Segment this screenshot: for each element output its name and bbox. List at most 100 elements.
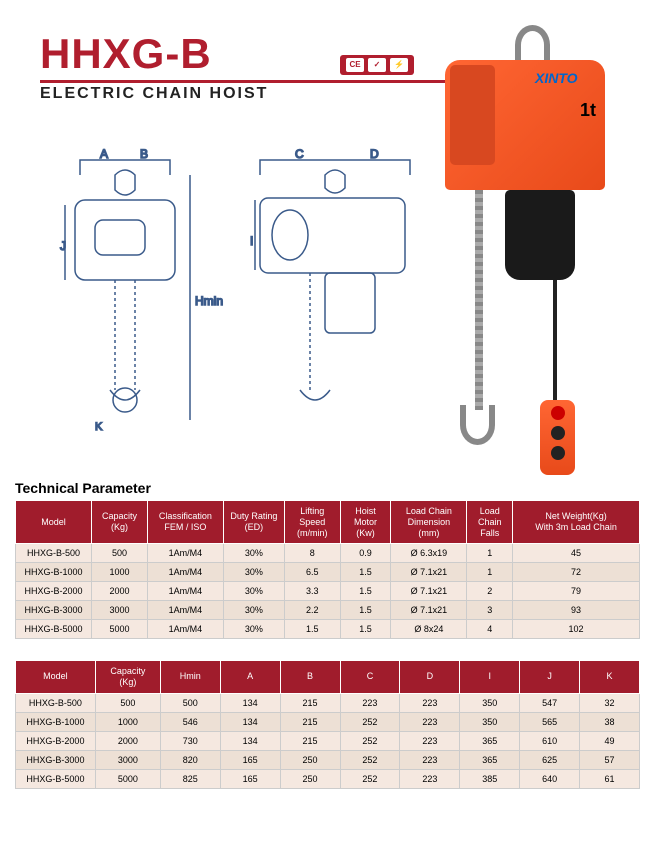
table-cell: 223: [400, 731, 460, 750]
table-cell: 223: [340, 693, 400, 712]
svg-text:K: K: [95, 421, 103, 433]
table-cell: 165: [220, 769, 280, 788]
stop-button: [551, 406, 565, 420]
col-header: Model: [16, 661, 96, 694]
table-cell: 215: [280, 693, 340, 712]
svg-text:D: D: [370, 147, 379, 161]
table-cell: 1000: [95, 712, 160, 731]
table-cell: 223: [400, 769, 460, 788]
table-cell: 2.2: [284, 601, 340, 620]
table-cell: 1.5: [340, 601, 391, 620]
table-cell: 134: [220, 731, 280, 750]
control-pendant: [540, 400, 575, 475]
table-cell: 1000: [92, 563, 148, 582]
table-cell: 365: [460, 731, 520, 750]
table-cell: 1Am/M4: [147, 544, 223, 563]
table-cell: 45: [513, 544, 640, 563]
table-cell: 610: [520, 731, 580, 750]
svg-text:B: B: [140, 147, 148, 161]
table-cell: 223: [400, 750, 460, 769]
table-cell: 3000: [92, 601, 148, 620]
table-cell: 134: [220, 693, 280, 712]
col-header: D: [400, 661, 460, 694]
table-cell: 215: [280, 731, 340, 750]
table-cell: 93: [513, 601, 640, 620]
table-cell: 385: [460, 769, 520, 788]
table-cell: 250: [280, 750, 340, 769]
table-cell: HHXG-B-2000: [16, 731, 96, 750]
table-cell: Ø 7.1x21: [391, 563, 467, 582]
table-cell: Ø 6.3x19: [391, 544, 467, 563]
table-row: HHXG-B-100010001Am/M430%6.51.5Ø 7.1x2117…: [16, 563, 640, 582]
table-cell: HHXG-B-1000: [16, 563, 92, 582]
table-cell: HHXG-B-5000: [16, 769, 96, 788]
table-cell: 72: [513, 563, 640, 582]
col-header: Duty Rating(ED): [223, 501, 284, 544]
table-cell: Ø 7.1x21: [391, 582, 467, 601]
table-cell: 500: [92, 544, 148, 563]
col-header: Capacity(Kg): [95, 661, 160, 694]
table-cell: 5000: [92, 620, 148, 639]
table-cell: 134: [220, 712, 280, 731]
section-title: Technical Parameter: [15, 480, 151, 496]
table-cell: 2000: [92, 582, 148, 601]
col-header: Load ChainDimension(mm): [391, 501, 467, 544]
table-row: HHXG-B-1000100054613421525222335056538: [16, 712, 640, 731]
table-cell: 102: [513, 620, 640, 639]
table-cell: 546: [160, 712, 220, 731]
table-cell: HHXG-B-500: [16, 544, 92, 563]
table-cell: 57: [580, 750, 640, 769]
svg-text:C: C: [295, 147, 304, 161]
table-cell: 30%: [223, 620, 284, 639]
table-cell: 1.5: [340, 582, 391, 601]
col-header: J: [520, 661, 580, 694]
col-header: ClassificationFEM / ISO: [147, 501, 223, 544]
col-header: B: [280, 661, 340, 694]
table-cell: HHXG-B-5000: [16, 620, 92, 639]
col-header: Capacity(Kg): [92, 501, 148, 544]
table-cell: 252: [340, 769, 400, 788]
table-cell: 1.5: [284, 620, 340, 639]
table-cell: 49: [580, 731, 640, 750]
capacity-label: 1t: [580, 100, 596, 121]
svg-text:A: A: [100, 147, 108, 161]
table-cell: 365: [460, 750, 520, 769]
svg-text:I: I: [250, 234, 253, 248]
col-header: K: [580, 661, 640, 694]
table-cell: 0.9: [340, 544, 391, 563]
col-header: Net Weight(Kg)With 3m Load Chain: [513, 501, 640, 544]
table-row: HHXG-B-500050001Am/M430%1.51.5Ø 8x244102: [16, 620, 640, 639]
cert-badges: CE ✓ ⚡: [340, 55, 414, 75]
table-cell: 730: [160, 731, 220, 750]
technical-diagrams: A B J K Hmin C D I: [40, 130, 420, 450]
brand-label: XINTO: [535, 70, 578, 86]
table-cell: 38: [580, 712, 640, 731]
table-cell: 3.3: [284, 582, 340, 601]
product-image: XINTO 1t: [405, 20, 635, 460]
table-row: HHXG-B-300030001Am/M430%2.21.5Ø 7.1x2139…: [16, 601, 640, 620]
table-cell: HHXG-B-1000: [16, 712, 96, 731]
col-header: HoistMotor(Kw): [340, 501, 391, 544]
table-cell: 252: [340, 750, 400, 769]
col-header: Model: [16, 501, 92, 544]
table-cell: 1Am/M4: [147, 601, 223, 620]
table-row: HHXG-B-5000500082516525025222338564061: [16, 769, 640, 788]
up-button: [551, 426, 565, 440]
table-cell: 1.5: [340, 620, 391, 639]
col-header: A: [220, 661, 280, 694]
table-cell: HHXG-B-3000: [16, 750, 96, 769]
table-cell: 2000: [95, 731, 160, 750]
col-header: Hmin: [160, 661, 220, 694]
table-cell: 640: [520, 769, 580, 788]
table-cell: HHXG-B-2000: [16, 582, 92, 601]
table-cell: 1: [467, 563, 513, 582]
table-cell: 547: [520, 693, 580, 712]
table-cell: HHXG-B-500: [16, 693, 96, 712]
specs-table-2: ModelCapacity(Kg)HminABCDIJKHHXG-B-50050…: [15, 660, 640, 789]
table-cell: 1: [467, 544, 513, 563]
table-cell: 30%: [223, 563, 284, 582]
table-cell: 30%: [223, 544, 284, 563]
table-cell: 350: [460, 712, 520, 731]
table-cell: 30%: [223, 601, 284, 620]
table-row: HHXG-B-5005001Am/M430%80.9Ø 6.3x19145: [16, 544, 640, 563]
